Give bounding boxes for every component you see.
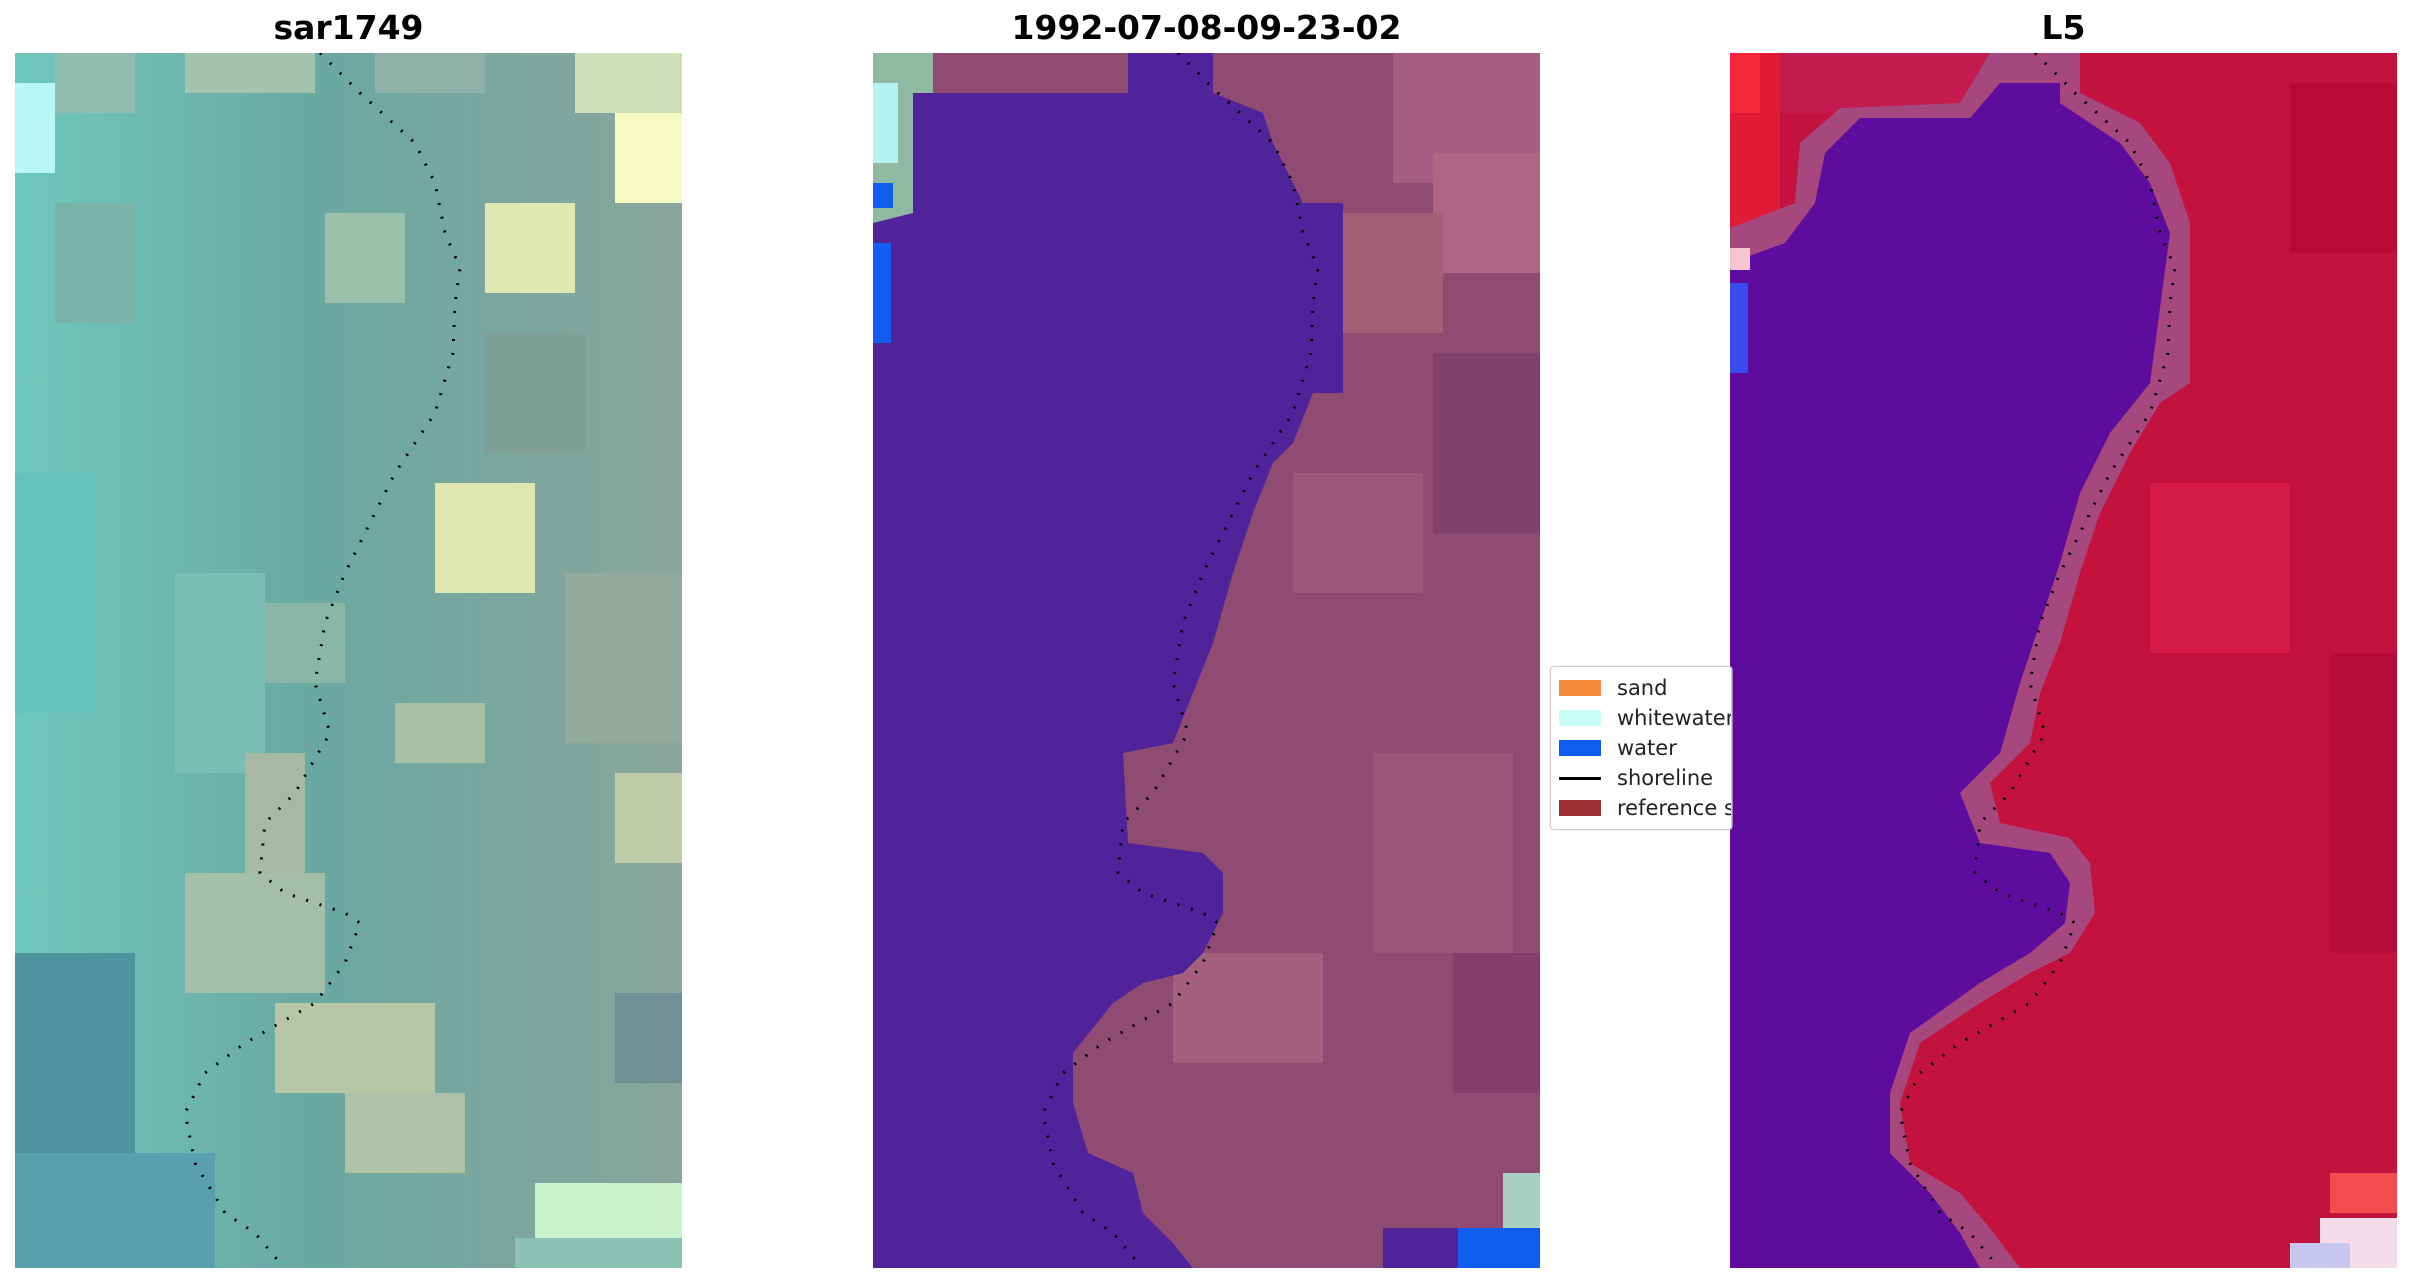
rgb-pixel-patches bbox=[15, 53, 682, 1268]
classified-image bbox=[873, 53, 1540, 1268]
shoreline-line bbox=[183, 53, 462, 1264]
shoreline-line bbox=[1898, 53, 2177, 1264]
legend-label: sand bbox=[1617, 676, 1668, 700]
legend-swatch-whitewater bbox=[1559, 710, 1601, 726]
rgb-image bbox=[15, 53, 682, 1268]
panel-title-rgb: sar1749 bbox=[273, 8, 424, 47]
legend: sand whitewater water shoreline referenc… bbox=[1550, 666, 1732, 830]
water-class-region bbox=[873, 53, 1343, 1268]
rgb-image-panel[interactable] bbox=[15, 53, 682, 1268]
land-index-texture bbox=[1730, 53, 2397, 1268]
water-pixels-bottom bbox=[1458, 1228, 1540, 1268]
water-pixels-left bbox=[873, 243, 891, 343]
legend-line-shoreline bbox=[1559, 777, 1601, 780]
legend-label: whitewater bbox=[1617, 706, 1732, 730]
legend-label: shoreline bbox=[1617, 766, 1714, 790]
water-pixel-small bbox=[873, 183, 893, 208]
legend-swatch-sand bbox=[1559, 680, 1601, 696]
legend-label: water bbox=[1617, 736, 1677, 760]
index-image bbox=[1730, 53, 2397, 1268]
legend-swatch-reference bbox=[1559, 800, 1601, 816]
water-pixels-left bbox=[1730, 283, 1748, 373]
panel-title-classified: 1992-07-08-09-23-02 bbox=[1011, 8, 1402, 47]
water-index-region bbox=[1730, 83, 2170, 1268]
legend-swatch-water bbox=[1559, 740, 1601, 756]
classified-image-panel[interactable] bbox=[873, 53, 1540, 1268]
shoreline-line bbox=[1041, 53, 1320, 1264]
panel-title-index: L5 bbox=[2041, 8, 2086, 47]
land-texture bbox=[873, 53, 1540, 1093]
index-image-panel[interactable] bbox=[1730, 53, 2397, 1268]
legend-label: reference s bbox=[1617, 796, 1732, 820]
